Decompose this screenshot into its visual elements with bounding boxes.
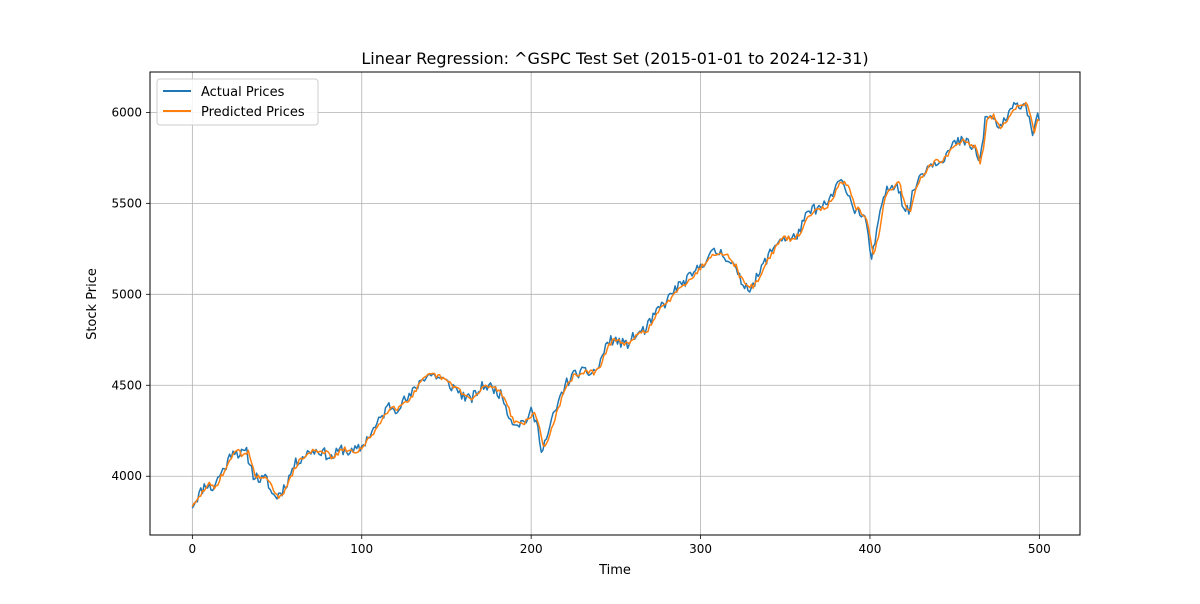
x-tick-label: 100 — [350, 542, 373, 556]
y-tick-label: 4000 — [111, 469, 142, 483]
x-tick-label: 0 — [189, 542, 197, 556]
y-tick-label: 4500 — [111, 378, 142, 392]
plot-frame — [149, 71, 1081, 536]
x-tick-label: 200 — [520, 542, 543, 556]
series-line-predicted — [191, 101, 1040, 507]
legend-label-predicted: Predicted Prices — [201, 105, 305, 120]
y-tick-label: 6000 — [111, 105, 142, 119]
x-tick-label: 300 — [689, 542, 712, 556]
x-axis-label: Time — [598, 563, 631, 578]
tick-layer: 0 100 200 300 400 500 4000 4500 5000 5500 6000 — [111, 105, 1050, 556]
y-axis-label: Stock Price — [85, 268, 100, 340]
y-tick-label: 5000 — [111, 287, 142, 301]
grid-layer — [150, 72, 1080, 535]
x-tick-label: 400 — [858, 542, 881, 556]
chart-title: Linear Regression: ^GSPC Test Set (2015-… — [361, 49, 868, 68]
x-tick-label: 500 — [1028, 542, 1051, 556]
legend-box — [156, 78, 319, 126]
y-tick-label: 5500 — [111, 196, 142, 210]
legend-label-actual: Actual Prices — [201, 85, 285, 100]
series-layer — [191, 101, 1041, 509]
legend: Actual Prices Predicted Prices — [156, 78, 319, 126]
